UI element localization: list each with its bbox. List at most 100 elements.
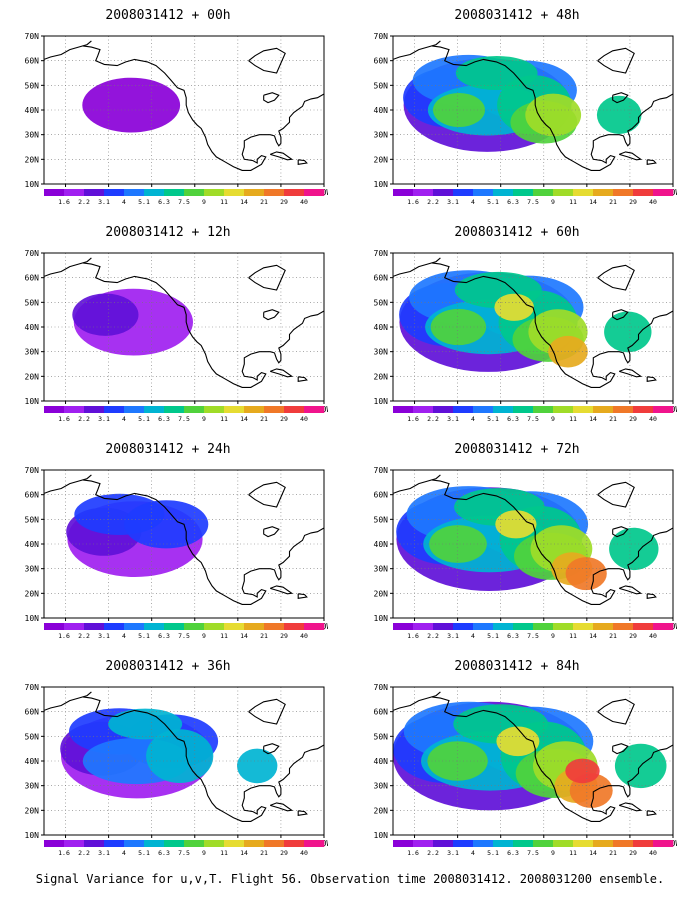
coastline <box>263 526 280 538</box>
colorbar-label: 2.2 <box>427 415 439 423</box>
graticule <box>44 253 324 401</box>
lat-label: 10N <box>374 397 389 406</box>
colorbar-label: 2.2 <box>427 632 439 640</box>
colorbar-swatch <box>573 406 594 413</box>
colorbar-label: 9 <box>551 632 555 640</box>
colorbar-label: 9 <box>551 849 555 857</box>
variance-contour <box>596 95 642 134</box>
variance-contour <box>124 500 209 549</box>
colorbar-label: 2.2 <box>427 849 439 857</box>
colorbar-label: 21 <box>260 849 268 857</box>
colorbar-label: 2.2 <box>78 632 90 640</box>
panel-title: 2008031412 + 12h <box>105 225 231 240</box>
colorbar-swatch <box>413 623 434 630</box>
colorbar-label: 40 <box>300 849 308 857</box>
colorbar-label: 5.1 <box>138 415 150 423</box>
colorbar-swatch <box>433 189 454 196</box>
coastline <box>297 376 308 382</box>
colorbar-swatch <box>264 406 285 413</box>
colorbar-swatch <box>184 840 205 847</box>
variance-contour <box>604 311 652 353</box>
colorbar-swatch <box>244 189 265 196</box>
lat-label: 70N <box>374 466 389 475</box>
colorbar-swatch <box>304 840 325 847</box>
map-svg: 70N60N50N40N30N20N10N180160W140W120W100W… <box>374 466 677 640</box>
colorbar-label: 14 <box>240 632 248 640</box>
coastline <box>263 743 280 755</box>
colorbar-swatch <box>244 623 265 630</box>
graticule <box>393 253 673 401</box>
coastline <box>269 585 294 595</box>
lat-label: 70N <box>25 249 40 258</box>
coastline <box>248 264 286 291</box>
variance-field <box>66 493 209 577</box>
colorbar-label: 3.1 <box>98 849 110 857</box>
colorbar-swatch <box>44 189 65 196</box>
colorbar-swatch <box>593 840 614 847</box>
colorbar-label: 4 <box>122 632 126 640</box>
colorbar-label: 14 <box>589 198 597 206</box>
lat-label: 20N <box>25 806 40 815</box>
colorbar-label: 7.5 <box>178 632 190 640</box>
colorbar-label: 6.3 <box>158 632 170 640</box>
coastline <box>646 376 657 382</box>
colorbar-swatch <box>264 623 285 630</box>
colorbar-swatch <box>164 406 185 413</box>
colorbar-label: 40 <box>649 632 657 640</box>
colorbar-label: 4 <box>471 198 475 206</box>
colorbar-label: 3.1 <box>98 198 110 206</box>
coastline <box>44 257 92 277</box>
colorbar-label: 29 <box>629 632 637 640</box>
coastline <box>612 309 629 321</box>
panel-title: 2008031412 + 36h <box>105 659 231 674</box>
colorbar-label: 21 <box>260 632 268 640</box>
colorbar-swatch <box>84 189 105 196</box>
colorbar-swatch <box>493 406 514 413</box>
lat-label: 30N <box>374 565 389 574</box>
colorbar-label: 1.6 <box>407 198 419 206</box>
coastline <box>393 40 441 60</box>
colorbar-label: 6.3 <box>507 198 519 206</box>
colorbar-label: 5.1 <box>487 198 499 206</box>
map-panel: 2008031412 + 00h70N60N50N40N30N20N10N180… <box>8 8 328 218</box>
colorbar-label: 9 <box>551 415 555 423</box>
map-panel: 2008031412 + 84h70N60N50N40N30N20N10N180… <box>357 659 677 869</box>
colorbar-label: 14 <box>240 198 248 206</box>
variance-contour <box>108 708 183 740</box>
coastline <box>297 593 308 599</box>
coastline <box>44 40 92 60</box>
colorbar-swatch <box>84 840 105 847</box>
map-panel: 2008031412 + 48h70N60N50N40N30N20N10N180… <box>357 8 677 218</box>
colorbar-label: 40 <box>649 198 657 206</box>
variance-contour <box>146 729 214 783</box>
colorbar-label: 4 <box>122 849 126 857</box>
colorbar-label: 1.6 <box>58 415 70 423</box>
coastline <box>646 159 657 165</box>
lat-label: 60N <box>374 708 389 717</box>
lat-label: 40N <box>374 540 389 549</box>
coastline <box>248 481 286 508</box>
colorbar-swatch <box>553 623 574 630</box>
colorbar-swatch <box>84 623 105 630</box>
colorbar-swatch <box>473 840 494 847</box>
colorbar-label: 4 <box>471 632 475 640</box>
colorbar-swatch <box>433 840 454 847</box>
coastline <box>431 696 673 822</box>
colorbar-label: 3.1 <box>447 415 459 423</box>
coastline <box>82 45 324 171</box>
panel-title: 2008031412 + 60h <box>454 225 580 240</box>
variance-contour <box>237 748 278 784</box>
coastline <box>269 802 294 812</box>
coastlines <box>44 474 324 605</box>
colorbar-swatch <box>493 840 514 847</box>
lat-label: 50N <box>25 732 40 741</box>
lat-label: 30N <box>25 348 40 357</box>
colorbar-swatch <box>284 623 305 630</box>
lat-label: 60N <box>25 57 40 66</box>
colorbar-swatch <box>264 189 285 196</box>
lat-label: 30N <box>25 131 40 140</box>
variance-field <box>396 486 659 591</box>
coastline <box>646 810 657 816</box>
coastline <box>431 262 673 388</box>
coastline <box>597 47 635 74</box>
